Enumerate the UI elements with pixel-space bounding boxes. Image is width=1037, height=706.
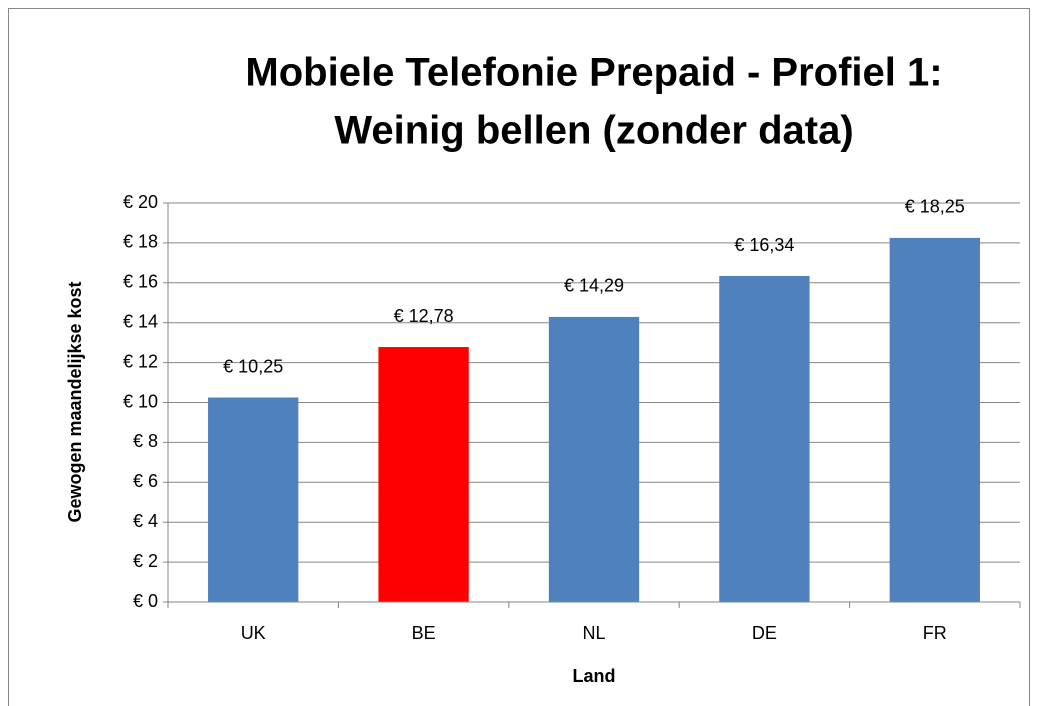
bar bbox=[208, 397, 299, 602]
value-label: € 14,29 bbox=[564, 276, 624, 296]
x-tick-label: NL bbox=[582, 623, 605, 643]
y-tick-label: € 12 bbox=[123, 351, 158, 371]
y-tick-label: € 8 bbox=[133, 431, 158, 451]
bar bbox=[719, 276, 810, 602]
y-tick-label: € 18 bbox=[123, 232, 158, 252]
y-tick-label: € 0 bbox=[133, 591, 158, 611]
chart-frame bbox=[8, 8, 1030, 706]
x-axis-title: Land bbox=[573, 666, 616, 686]
value-label: € 18,25 bbox=[905, 197, 965, 217]
bar bbox=[889, 237, 980, 602]
y-tick-label: € 6 bbox=[133, 471, 158, 491]
x-tick-label: UK bbox=[241, 623, 266, 643]
value-label: € 16,34 bbox=[734, 235, 794, 255]
y-axis-title: Gewogen maandelijkse kost bbox=[65, 281, 85, 522]
value-label: € 12,78 bbox=[394, 306, 454, 326]
chart-title: Weinig bellen (zonder data) bbox=[334, 109, 853, 153]
y-tick-label: € 16 bbox=[123, 272, 158, 292]
value-label: € 10,25 bbox=[223, 356, 283, 376]
y-tick-label: € 2 bbox=[133, 551, 158, 571]
bar bbox=[378, 347, 469, 602]
x-tick-label: BE bbox=[412, 623, 436, 643]
chart-title: Mobiele Telefonie Prepaid - Profiel 1: bbox=[245, 51, 942, 95]
x-tick-label: FR bbox=[923, 623, 947, 643]
y-tick-label: € 20 bbox=[123, 192, 158, 212]
y-tick-label: € 4 bbox=[133, 511, 158, 531]
bar bbox=[548, 316, 640, 602]
y-tick-label: € 10 bbox=[123, 391, 158, 411]
x-tick-label: DE bbox=[752, 623, 777, 643]
y-tick-label: € 14 bbox=[123, 311, 158, 331]
